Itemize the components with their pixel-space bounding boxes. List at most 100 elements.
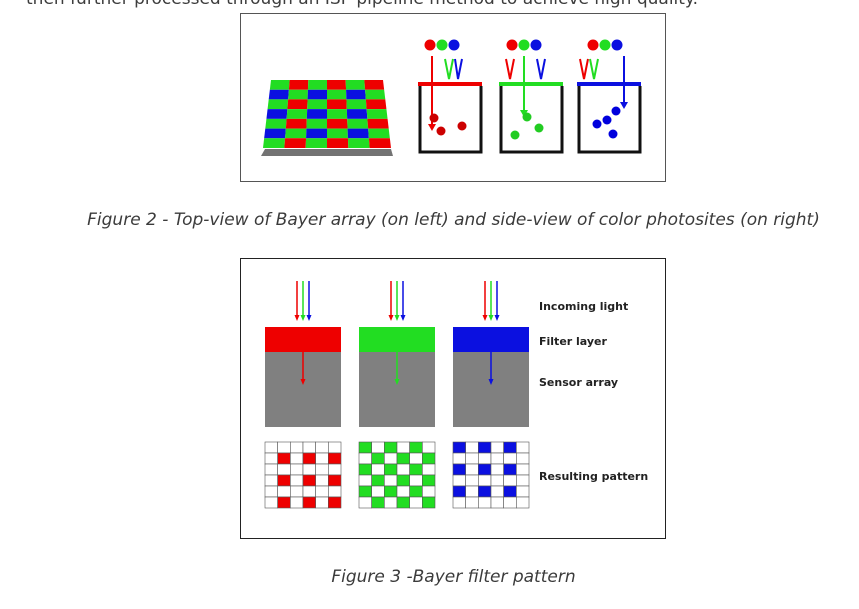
pattern-cell [290,452,304,465]
pattern-cell [478,441,492,454]
pattern-cell [422,496,436,509]
bayer-cell [307,80,327,90]
pattern-cell [516,485,530,498]
filter-layer-green [359,327,435,352]
bayer-cell [368,128,390,139]
bayer-cell [287,99,308,110]
bayer-cell [285,128,307,139]
photosite-well [418,86,483,154]
bayer-cell [307,99,327,110]
light-dot-blue [530,39,542,51]
filter-column-green [358,281,436,509]
color-filter-blue [577,82,641,86]
pattern-cell [328,496,342,509]
pattern-cell [264,441,278,454]
bayer-cell [286,109,308,119]
pattern-cell [277,496,291,509]
arrow-head [394,379,400,385]
bayer-cell [307,89,327,100]
light-dot-red [424,39,436,51]
arrow-head [428,124,436,131]
filter-columns [264,281,530,509]
filter-layer-red [265,327,341,352]
bayer-cell [346,89,366,100]
pattern-cell [371,463,385,476]
pattern-cell [452,474,466,487]
pattern-cell [302,463,316,476]
arrow-head [300,379,306,385]
light-arrow-reflect [579,58,589,80]
bayer-cell [327,109,348,119]
label-resulting-pattern: Resulting pattern [539,470,648,483]
bayer-cell [306,118,327,129]
pattern-cell [452,441,466,454]
pattern-cell [465,452,479,465]
pattern-cell [277,463,291,476]
pattern-cell [315,463,329,476]
bayer-grid [263,80,391,148]
pattern-cell [328,463,342,476]
bayer-cell [306,128,327,139]
bayer-array-diagram [261,39,642,156]
bayer-cell [284,138,307,148]
pattern-cell [490,485,504,498]
pattern-cell [465,485,479,498]
pattern-cell [264,463,278,476]
pattern-cell [358,452,372,465]
pattern-cell [422,452,436,465]
arrow-head [488,379,494,385]
bayer-cell [327,118,348,129]
bayer-cell [263,138,286,148]
pattern-cell [396,452,410,465]
arrow-head [388,315,394,321]
bayer-cell [327,89,347,100]
pattern-cell [371,474,385,487]
pattern-cell [277,452,291,465]
bayer-cell [346,99,367,110]
pattern-cell [503,463,517,476]
pattern-cell [290,496,304,509]
bayer-cell [347,138,370,148]
arrow-head [400,315,406,321]
pattern-cell [516,441,530,454]
pattern-cell [409,452,423,465]
light-dot-green [599,39,611,51]
bayer-filter-figure: Incoming light Filter layer Sensor array… [240,258,666,539]
pattern-cell [452,496,466,509]
bayer-cell [266,109,288,119]
pattern-cell [516,463,530,476]
pattern-cell [422,463,436,476]
pattern-cell [452,463,466,476]
light-dot-blue [448,39,460,51]
bayer-cell [327,80,347,90]
color-filter-red [418,82,482,86]
pattern-cell [290,441,304,454]
bayer-cell [288,89,308,100]
bayer-cell [347,118,369,129]
bayer-cell [285,118,307,129]
pattern-cell [452,452,466,465]
filter-column-blue [452,281,530,509]
bayer-array-figure [240,13,666,182]
pattern-cell [302,452,316,465]
pattern-cell [328,474,342,487]
arrow-head [294,315,300,321]
bayer-cell [327,128,348,139]
pattern-cell [358,485,372,498]
pattern-cell [490,452,504,465]
pattern-cell [465,441,479,454]
pattern-cell [384,496,398,509]
pattern-cell [503,485,517,498]
pattern-cell [315,452,329,465]
pattern-cell [516,496,530,509]
pattern-cell [422,474,436,487]
photosite-well [499,86,564,154]
pattern-cell [478,485,492,498]
pattern-cell [358,441,372,454]
bayer-cell [346,109,368,119]
pattern-cell [315,496,329,509]
bayer-cell [305,138,327,148]
pattern-cell [371,441,385,454]
pattern-cell [478,452,492,465]
pattern-cell [264,452,278,465]
